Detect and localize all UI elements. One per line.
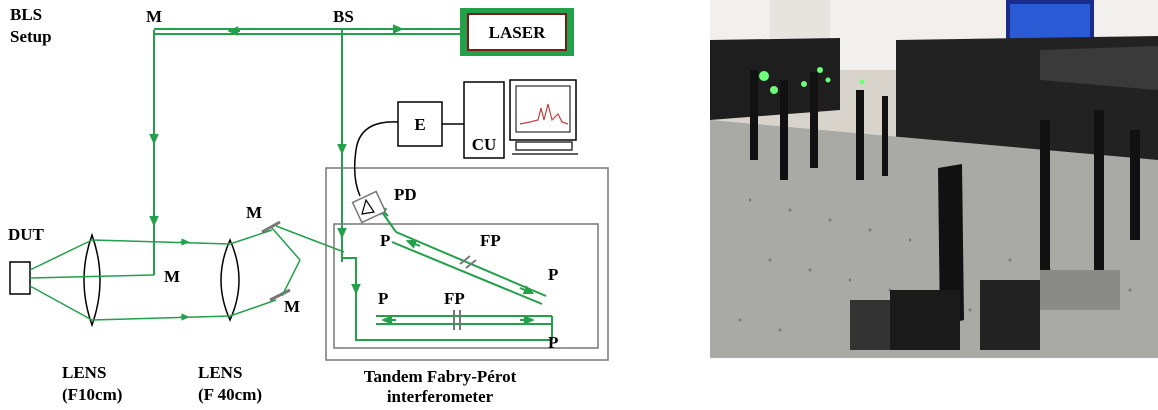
prism-label-1: P: [380, 231, 390, 250]
tfp-beam-path: [341, 204, 553, 341]
lens-1: [83, 232, 101, 328]
setup-title-line2: Setup: [10, 27, 52, 46]
tfp-outer-box: [325, 167, 609, 361]
control-unit-box: [463, 81, 505, 159]
lens2-caption-line2: (F 40cm): [198, 385, 262, 404]
mirror-label-lower: M: [284, 297, 300, 316]
lab-photo: [710, 0, 1158, 358]
top-beam-path: [149, 24, 460, 275]
setup-title-line1: BLS: [10, 5, 42, 24]
lens1-caption-line2: (F10cm): [62, 385, 122, 404]
lens1-caption-line1: LENS: [62, 363, 106, 382]
fp-label-upper: FP: [480, 231, 501, 250]
dut: DUT: [8, 225, 45, 295]
focusing-beam: [29, 229, 277, 321]
beam-splitter-label: BS: [333, 7, 354, 26]
prism-label-4: P: [548, 333, 558, 352]
control-unit-label: CU: [472, 135, 497, 154]
pd-label: PD: [394, 185, 417, 204]
tfp-inner-box: [333, 223, 599, 349]
laser-label: LASER: [489, 23, 546, 42]
photodetector: PD: [351, 185, 417, 224]
mirror-label-upper: M: [246, 203, 262, 222]
mirror-label-top: M: [146, 7, 162, 26]
lab-optical-table-photo: [710, 0, 1158, 358]
tfp-caption-line1: Tandem Fabry-Pérot: [364, 367, 517, 386]
lens-2: [220, 238, 240, 322]
laser-source: LASER: [460, 8, 574, 56]
signal-cable: [353, 121, 399, 197]
electronics-label: E: [414, 115, 425, 134]
prism-label-3: P: [548, 265, 558, 284]
monitor-icon: [509, 79, 578, 155]
mirror-pair: [261, 220, 345, 302]
fp-label-lower: FP: [444, 289, 465, 308]
lens2-caption-line1: LENS: [198, 363, 242, 382]
mirror-label-middle: M: [164, 267, 180, 286]
tfp-caption-line2: interferometer: [387, 387, 494, 406]
prism-label-2: P: [378, 289, 388, 308]
bls-setup-diagram: BLS Setup LASER BS M DUT: [8, 5, 609, 406]
dut-label: DUT: [8, 225, 45, 244]
